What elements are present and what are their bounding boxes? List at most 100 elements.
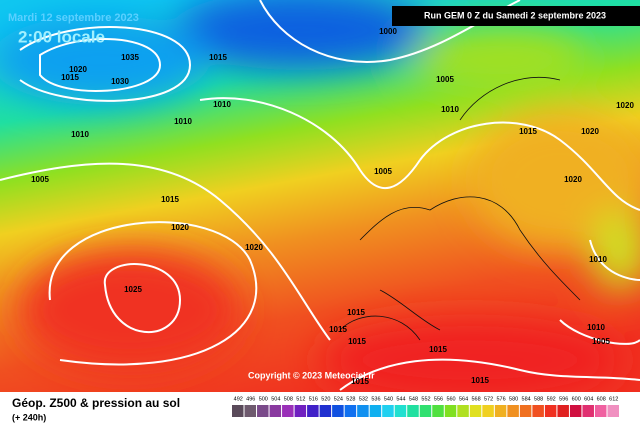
isobar-label: 1010 (589, 255, 607, 264)
time: 2:00 locale (18, 27, 105, 46)
legend-swatch (357, 405, 369, 417)
legend-swatch (544, 405, 557, 417)
legend-level: 516 (309, 396, 318, 402)
legend-level: 600 (572, 396, 581, 402)
legend-level: 592 (547, 396, 556, 402)
legend-swatch (382, 405, 394, 417)
legend-level: 500 (259, 396, 268, 402)
legend-swatch (607, 405, 619, 417)
isobar-label: 1020 (616, 101, 634, 110)
legend-swatch (407, 405, 419, 417)
isobar-label: 1010 (587, 323, 605, 332)
run-info: Run GEM 0 Z du Samedi 2 septembre 2023 (424, 10, 606, 20)
isobar-label: 1020 (69, 65, 87, 74)
date: Mardi 12 septembre 2023 (8, 12, 139, 24)
isobar-label: 1020 (581, 127, 599, 136)
isobar-label: 1020 (245, 243, 263, 252)
legend-level: 548 (409, 396, 418, 402)
legend-level: 588 (534, 396, 543, 402)
isobar-label: 1015 (329, 325, 347, 334)
isobar-label: 1005 (436, 75, 454, 84)
legend-swatch (569, 405, 582, 417)
legend-level: 568 (471, 396, 480, 402)
legend-swatch (532, 405, 544, 417)
isobar-label: 1005 (592, 337, 610, 346)
legend-level: 564 (459, 396, 468, 402)
legend-level: 576 (497, 396, 506, 402)
legend-swatch (282, 405, 294, 417)
isobar-label: 1010 (71, 130, 89, 139)
legend-title: Géop. Z500 & pression au sol (12, 396, 180, 410)
legend-swatch (594, 405, 607, 417)
isobar-label: 1010 (441, 105, 459, 114)
legend-swatch (507, 405, 519, 417)
isobar-label: 1015 (61, 73, 79, 82)
run-bar (392, 6, 640, 26)
legend-level: 536 (371, 396, 380, 402)
legend-swatch (269, 405, 282, 417)
legend-level: 556 (434, 396, 443, 402)
legend-level: 604 (584, 396, 593, 402)
copyright: Copyright © 2023 Meteociel.fr (248, 370, 375, 380)
legend-level: 572 (484, 396, 493, 402)
legend-swatch (519, 405, 532, 417)
legend-level: 492 (234, 396, 243, 402)
legend-level: 544 (396, 396, 405, 402)
legend-swatch (244, 405, 257, 417)
field-blobs (0, 0, 640, 400)
legend-level: 584 (522, 396, 531, 402)
legend-swatch (419, 405, 432, 417)
legend-level: 608 (597, 396, 606, 402)
legend-level: 532 (359, 396, 368, 402)
legend-swatch (582, 405, 594, 417)
isobar-label: 1020 (171, 223, 189, 232)
isobar-labels: 1035103010201015101510001005101010101010… (31, 27, 634, 386)
legend-swatch (482, 405, 494, 417)
legend-swatch (469, 405, 482, 417)
legend-level: 504 (271, 396, 280, 402)
legend-swatch (444, 405, 457, 417)
legend-swatch (457, 405, 469, 417)
legend-level: 528 (346, 396, 355, 402)
legend-swatch (394, 405, 407, 417)
legend-swatch (369, 405, 382, 417)
legend-swatch (294, 405, 307, 417)
legend-level: 596 (559, 396, 568, 402)
legend-level: 524 (334, 396, 343, 402)
isobar-label: 1015 (351, 377, 369, 386)
legend-lead: (+ 240h) (12, 412, 46, 422)
legend-level: 580 (509, 396, 518, 402)
legend-level: 612 (609, 396, 618, 402)
legend-swatch (344, 405, 357, 417)
isobar-label: 1010 (174, 117, 192, 126)
isobar-label: 1015 (347, 308, 365, 317)
isobar-label: 1035 (121, 53, 139, 62)
isobar-label: 1015 (161, 195, 179, 204)
isobar-label: 1015 (348, 337, 366, 346)
legend-level: 560 (446, 396, 455, 402)
isobar-label: 1020 (564, 175, 582, 184)
isobar-label: 1005 (31, 175, 49, 184)
legend-swatch (332, 405, 344, 417)
legend-swatch (232, 405, 244, 417)
isobar-label: 1000 (379, 27, 397, 36)
legend-level: 508 (284, 396, 293, 402)
legend-level: 552 (421, 396, 430, 402)
legend-level: 496 (246, 396, 255, 402)
isobar-label: 1015 (519, 127, 537, 136)
legend-swatch (307, 405, 319, 417)
legend-swatch (494, 405, 507, 417)
isobar-label: 1010 (213, 100, 231, 109)
isobar-label: 1015 (209, 53, 227, 62)
legend-level: 520 (321, 396, 330, 402)
legend-level: 540 (384, 396, 393, 402)
coastlines (339, 77, 581, 341)
isobar-label: 1005 (374, 167, 392, 176)
isobar-label: 1015 (429, 345, 447, 354)
legend-swatch (557, 405, 569, 417)
isobar-label: 1030 (111, 77, 129, 86)
legend-swatch (319, 405, 332, 417)
legend-level: 512 (296, 396, 305, 402)
isobar-label: 1015 (471, 376, 489, 385)
